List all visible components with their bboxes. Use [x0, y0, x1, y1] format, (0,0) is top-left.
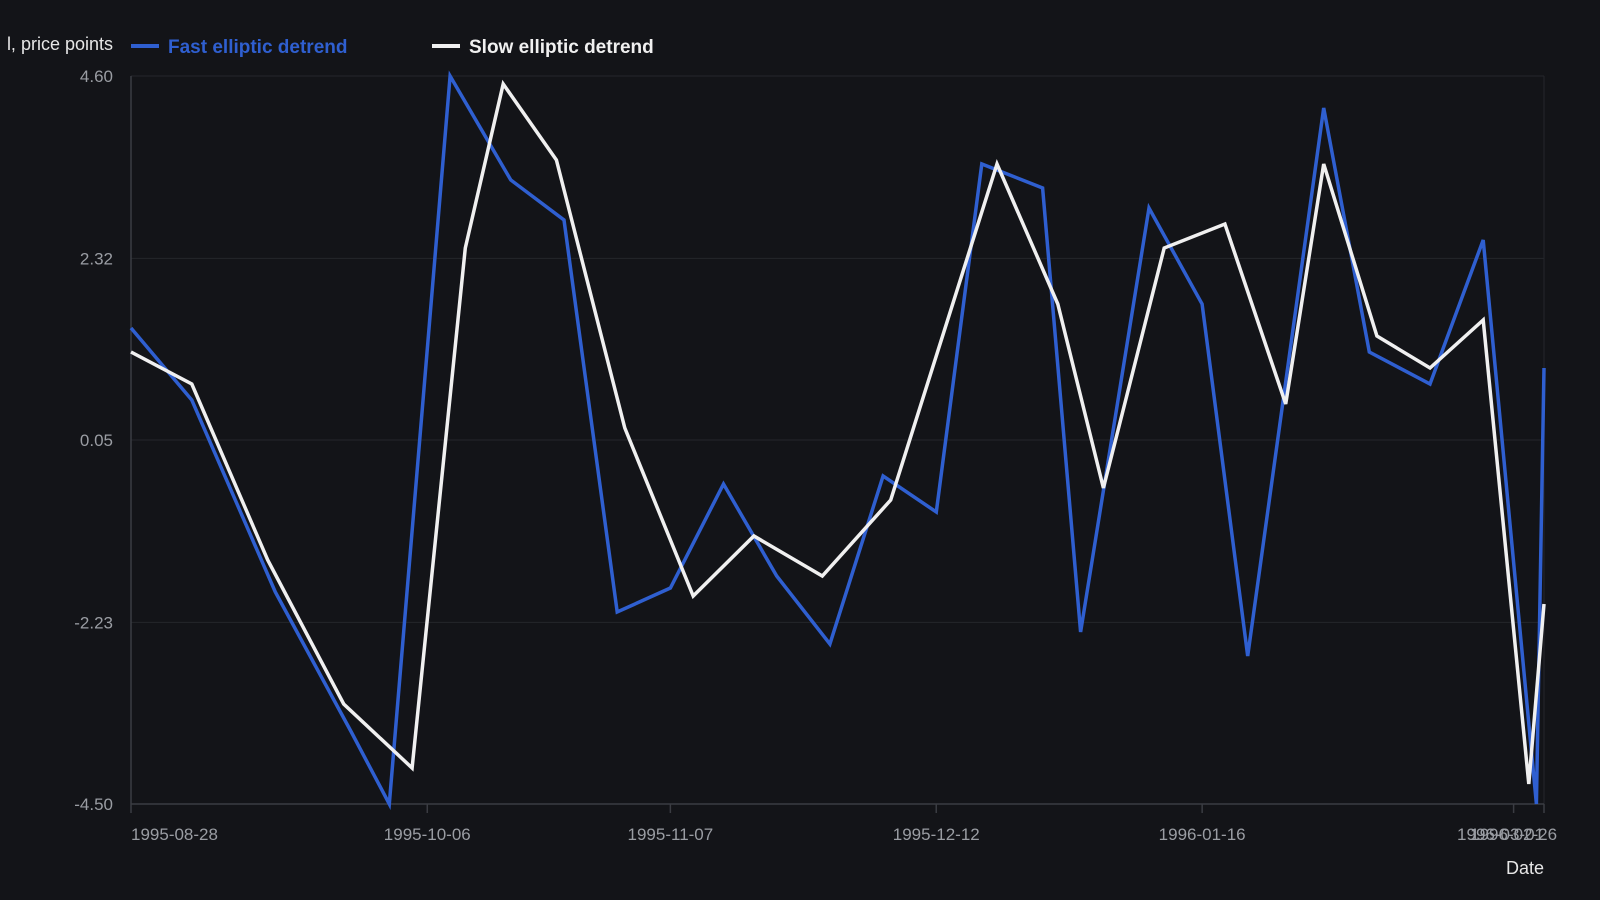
x-tick-label: 1995-11-07: [628, 825, 714, 844]
y-tick-label: -2.23: [74, 613, 113, 632]
x-tick-label: 1995-08-28: [131, 825, 218, 844]
legend-label-fast: Fast elliptic detrend: [168, 37, 347, 58]
legend: l, price points Fast elliptic detrend Sl…: [7, 34, 654, 58]
x-tick-label: 1995-12-12: [893, 825, 980, 844]
y-tick-label: -4.50: [74, 795, 113, 814]
x-axis-title: Date: [1506, 858, 1544, 878]
series-line-fast: [129, 70, 1546, 811]
y-tick-label: 0.05: [80, 431, 113, 450]
x-tick-label: 1996-02-26: [1470, 825, 1557, 844]
y-tick-label: 2.32: [80, 249, 113, 268]
axes: [130, 76, 1545, 813]
x-tick-label: 1996-03-01: [1457, 825, 1544, 844]
series-line-slow: [130, 79, 1546, 785]
y-tick-label: 4.60: [80, 67, 113, 86]
series-lines: [129, 70, 1546, 811]
y-axis-title: l, price points: [7, 34, 113, 54]
legend-label-slow: Slow elliptic detrend: [469, 37, 654, 58]
x-tick-label: 1996-01-16: [1159, 825, 1246, 844]
tick-labels: 4.60 2.32 0.05 -2.23 -4.50 1995-08-28 1995-10-…: [74, 67, 1557, 844]
x-tick-label: 1995-10-06: [384, 825, 471, 844]
